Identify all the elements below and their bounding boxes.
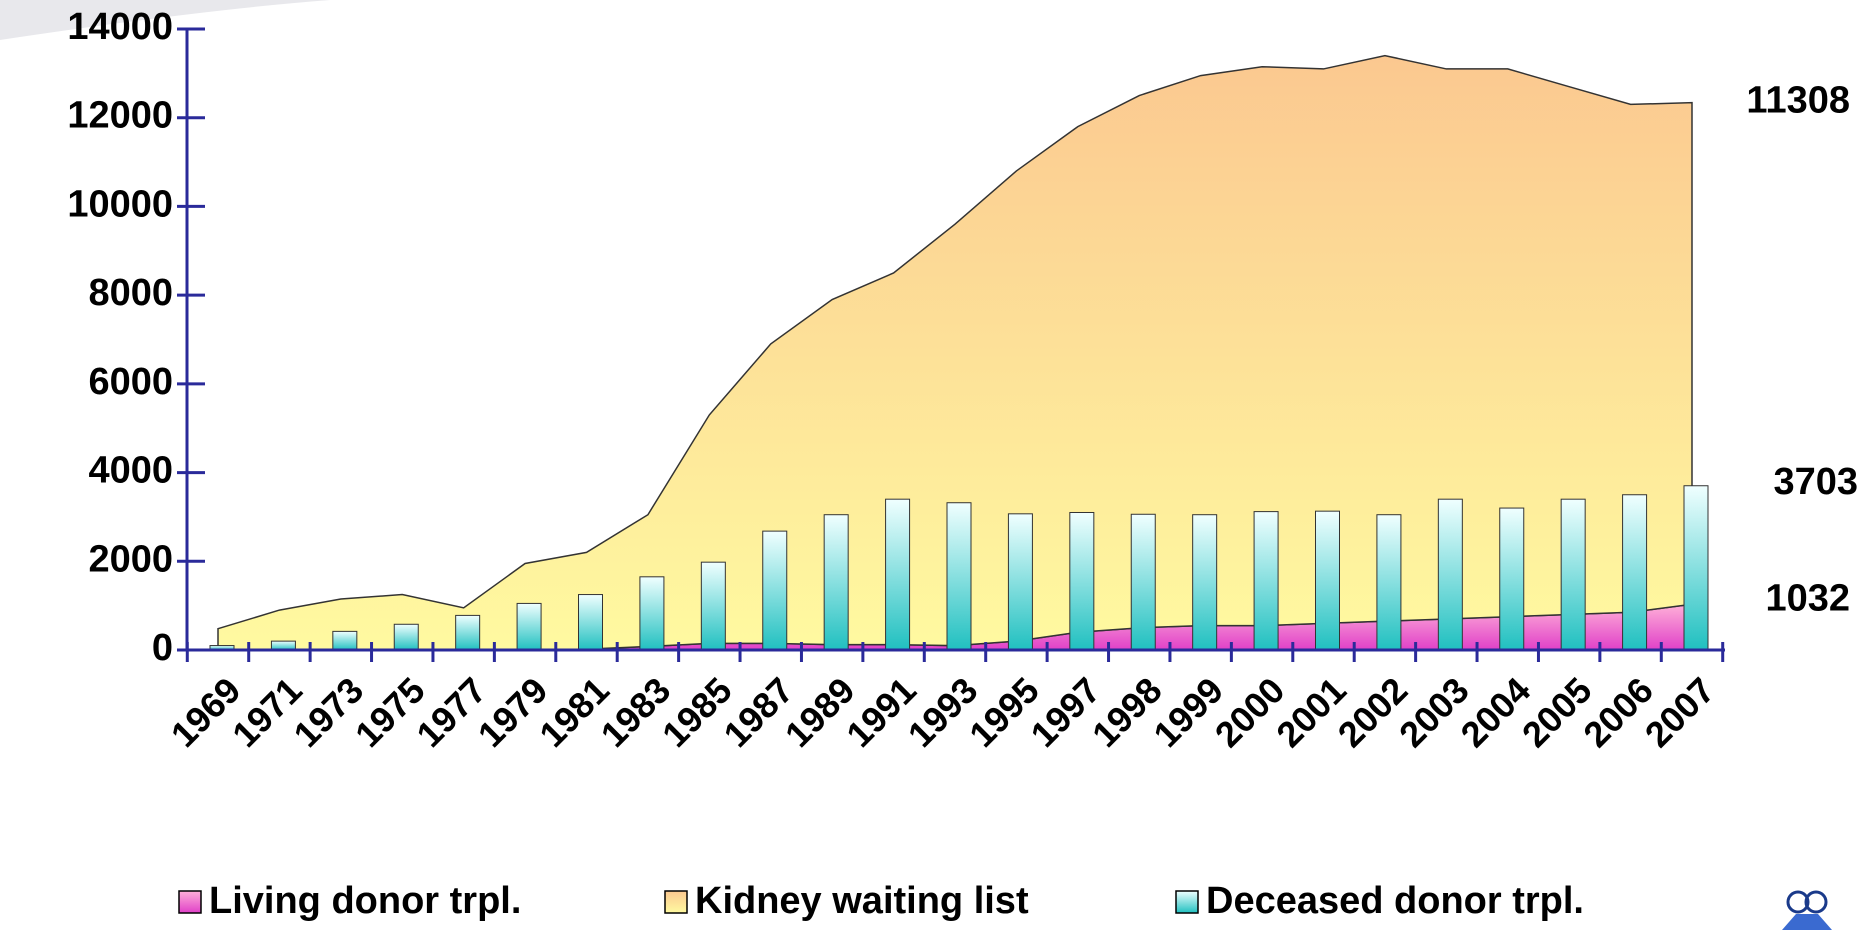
x-tick-label: 1989	[777, 669, 863, 755]
y-tick-label: 0	[152, 627, 173, 669]
x-tick-label: 2000	[1207, 669, 1293, 755]
y-tick-label: 6000	[88, 361, 173, 403]
data-label: 1032	[1765, 577, 1850, 619]
bar	[823, 514, 849, 651]
x-tick-label: 1975	[347, 669, 433, 755]
x-tick-label: 1983	[593, 669, 679, 755]
y-tick-label: 14000	[67, 6, 173, 48]
bar	[578, 594, 603, 651]
y-tick-label: 8000	[88, 272, 173, 314]
x-tick-label: 1981	[531, 669, 617, 755]
legend-swatch	[178, 890, 202, 914]
logo	[1782, 890, 1832, 930]
bar	[1560, 498, 1586, 651]
data-label: 3703	[1773, 461, 1858, 503]
y-tick-label: 12000	[67, 95, 173, 137]
bar	[885, 498, 911, 651]
x-tick-label: 2005	[1514, 669, 1600, 755]
legend-label: Living donor trpl.	[209, 880, 521, 922]
bar	[1622, 494, 1648, 651]
bar	[1069, 511, 1095, 651]
y-tick-label: 4000	[88, 450, 173, 492]
x-tick-label: 1971	[224, 669, 310, 755]
x-tick-label: 2006	[1575, 669, 1661, 755]
x-tick-label: 1979	[470, 669, 556, 755]
x-tick-label: 2007	[1637, 669, 1723, 755]
bar	[700, 561, 726, 651]
x-tick-label: 2003	[1391, 669, 1477, 755]
bar	[1253, 511, 1279, 651]
x-tick-label: 1997	[1023, 669, 1109, 755]
x-tick-label: 1991	[838, 669, 924, 755]
bar	[1376, 514, 1402, 651]
x-tick-label: 1998	[1084, 669, 1170, 755]
x-tick-label: 1987	[716, 669, 802, 755]
legend-label: Kidney waiting list	[695, 880, 1029, 922]
bar	[762, 530, 788, 651]
legend-item: Kidney waiting list	[664, 880, 1029, 922]
y-tick-label: 10000	[67, 183, 173, 225]
x-tick-label: 2001	[1268, 669, 1354, 755]
x-tick-label: 1973	[286, 669, 372, 755]
bar	[332, 630, 358, 651]
x-tick-label: 1993	[900, 669, 986, 755]
x-tick-label: 1977	[408, 669, 494, 755]
decoration	[0, 0, 330, 40]
bar	[1130, 513, 1156, 651]
x-tick-label: 1969	[163, 669, 249, 755]
bar	[1683, 485, 1709, 651]
bar	[639, 576, 665, 651]
legend-item: Deceased donor trpl.	[1175, 880, 1584, 922]
bar	[1499, 507, 1525, 651]
x-tick-label: 1985	[654, 669, 740, 755]
bar	[1007, 513, 1033, 651]
bar	[1192, 514, 1218, 651]
bar	[1315, 510, 1340, 651]
bar	[455, 614, 481, 651]
legend-swatch	[1175, 890, 1199, 914]
bar	[393, 623, 419, 651]
x-tick-label: 2002	[1330, 669, 1416, 755]
bar	[1437, 498, 1463, 651]
legend-label: Deceased donor trpl.	[1206, 880, 1584, 922]
bar	[946, 502, 972, 651]
data-label: 11308	[1746, 80, 1850, 122]
legend-swatch	[664, 890, 688, 914]
legend-item: Living donor trpl.	[178, 880, 521, 922]
bar	[516, 602, 542, 651]
x-tick-label: 1995	[961, 669, 1047, 755]
y-tick-label: 2000	[88, 538, 173, 580]
x-tick-label: 1999	[1145, 669, 1231, 755]
x-tick-label: 2004	[1453, 669, 1539, 755]
